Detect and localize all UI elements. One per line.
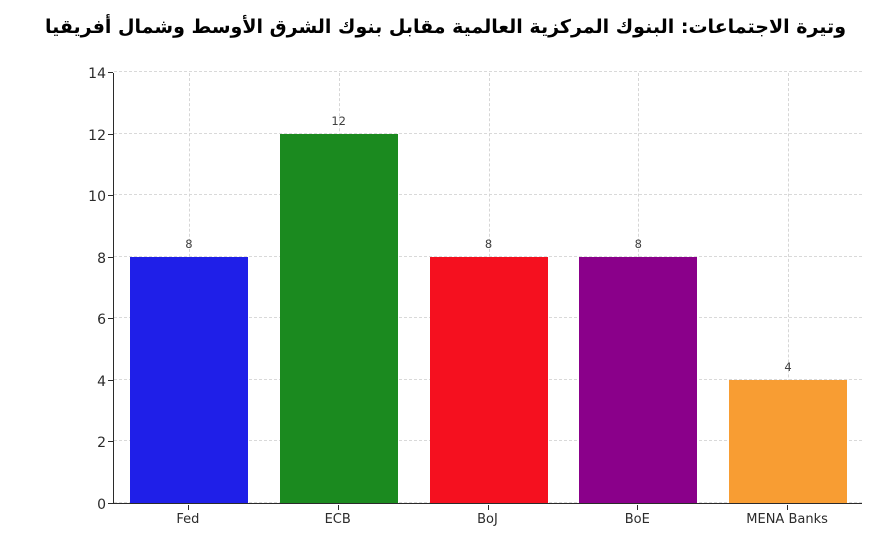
x-tick-label-boj: BoJ [477,512,498,527]
y-axis-tick-labels: 0 2 4 6 8 10 12 14 [70,66,106,513]
y-tick-mark-8 [108,256,113,258]
x-tick-mark-ecb [337,505,339,510]
bar-value-label-fed: 8 [185,236,193,251]
gridline-y-14 [114,71,862,72]
bar-value-label-boj: 8 [484,236,493,251]
y-tick-mark-2 [108,441,113,443]
y-tick-mark-12 [108,133,113,135]
gridline-y-8 [114,255,862,257]
y-tick-label-0: 0 [97,497,106,513]
bar-fed[interactable] [129,256,248,503]
plot-inner: 8 12 8 8 4 [114,71,862,503]
x-tick-label-boe: BoE [624,512,650,527]
bar-ecb[interactable] [279,133,398,503]
y-tick-label-12: 12 [88,127,106,144]
plot-area: 8 12 8 8 4 [113,71,862,504]
y-tick-mark-14 [108,72,113,73]
bar-mena-banks[interactable] [729,379,848,503]
bar-boj[interactable] [429,256,548,503]
x-tick-mark-boe [637,505,639,510]
bar-boe[interactable] [579,256,698,503]
y-tick-label-10: 10 [88,189,106,206]
y-tick-mark-0 [108,503,113,504]
y-axis-tick-marks [108,72,114,504]
gridline-y-10 [114,194,862,196]
x-tick-label-ecb: ECB [324,512,351,527]
x-tick-label-fed: Fed [176,512,200,527]
y-tick-mark-6 [108,318,113,320]
gridline-x-mena-banks [788,73,790,503]
gridline-y-12 [114,132,862,134]
x-tick-label-mena-banks: MENA Banks [746,512,828,527]
bar-value-label-boe: 8 [634,236,642,251]
y-tick-label-4: 4 [97,373,106,390]
bar-value-label-mena-banks: 4 [784,359,792,374]
chart-title: وتيرة الاجتماعات: البنوك المركزية العالم… [44,16,847,38]
x-tick-mark-fed [187,505,189,510]
bar-value-label-ecb: 12 [331,113,346,128]
y-tick-mark-4 [108,379,113,381]
y-tick-label-6: 6 [97,312,106,329]
y-tick-mark-10 [108,195,113,197]
y-tick-label-8: 8 [97,250,106,267]
x-tick-mark-boj [487,505,489,510]
x-axis-tick-labels: Fed ECB BoJ BoE MENA Banks [113,505,862,533]
y-tick-label-2: 2 [97,435,106,452]
y-tick-label-14: 14 [88,66,106,82]
x-tick-mark-mena-banks [787,505,789,510]
